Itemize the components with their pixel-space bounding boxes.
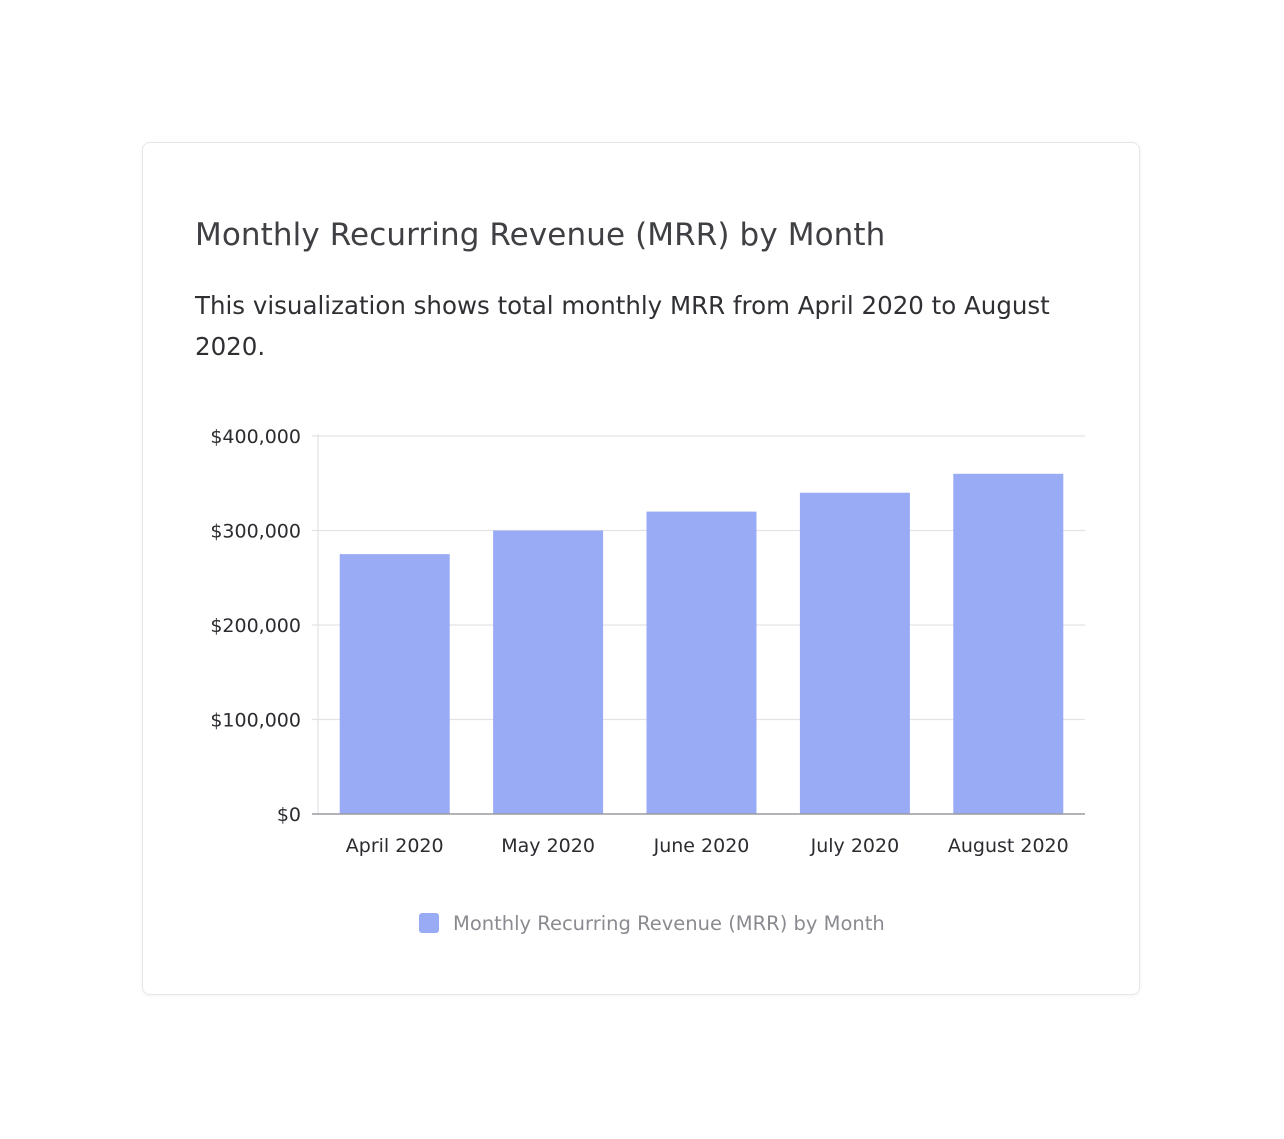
bar-chart: $0 $100,000 $200,000 $300,000 $400,000 April … xyxy=(210,426,1085,857)
y-tick-label: $100,000 xyxy=(210,710,301,732)
axes xyxy=(312,434,1085,815)
x-tick-label: April 2020 xyxy=(346,835,444,857)
y-tick-label: $200,000 xyxy=(210,615,301,637)
y-tick-label: $0 xyxy=(277,804,301,826)
chart-title: Monthly Recurring Revenue (MRR) by Month xyxy=(195,217,886,253)
x-tick-label: July 2020 xyxy=(810,835,900,857)
bar[interactable] xyxy=(799,492,910,814)
x-tick-label: June 2020 xyxy=(653,835,750,857)
chart-card: Monthly Recurring Revenue (MRR) by Month… xyxy=(142,142,1140,995)
legend-swatch xyxy=(419,913,439,933)
x-tick-label: August 2020 xyxy=(948,835,1069,857)
chart-legend[interactable]: Monthly Recurring Revenue (MRR) by Month xyxy=(419,910,885,936)
tick-labels: $0 $100,000 $200,000 $300,000 $400,000 April … xyxy=(210,426,1068,857)
bar[interactable] xyxy=(339,554,450,814)
bar[interactable] xyxy=(493,530,604,815)
x-tick-label: May 2020 xyxy=(501,835,595,857)
bar[interactable] xyxy=(953,473,1064,814)
bar[interactable] xyxy=(646,511,757,814)
y-tick-label: $400,000 xyxy=(210,426,301,448)
bars xyxy=(339,473,1064,815)
chart-description: This visualization shows total monthly M… xyxy=(195,291,1050,361)
y-tick-label: $300,000 xyxy=(210,521,301,543)
legend-label: Monthly Recurring Revenue (MRR) by Month xyxy=(453,911,885,935)
